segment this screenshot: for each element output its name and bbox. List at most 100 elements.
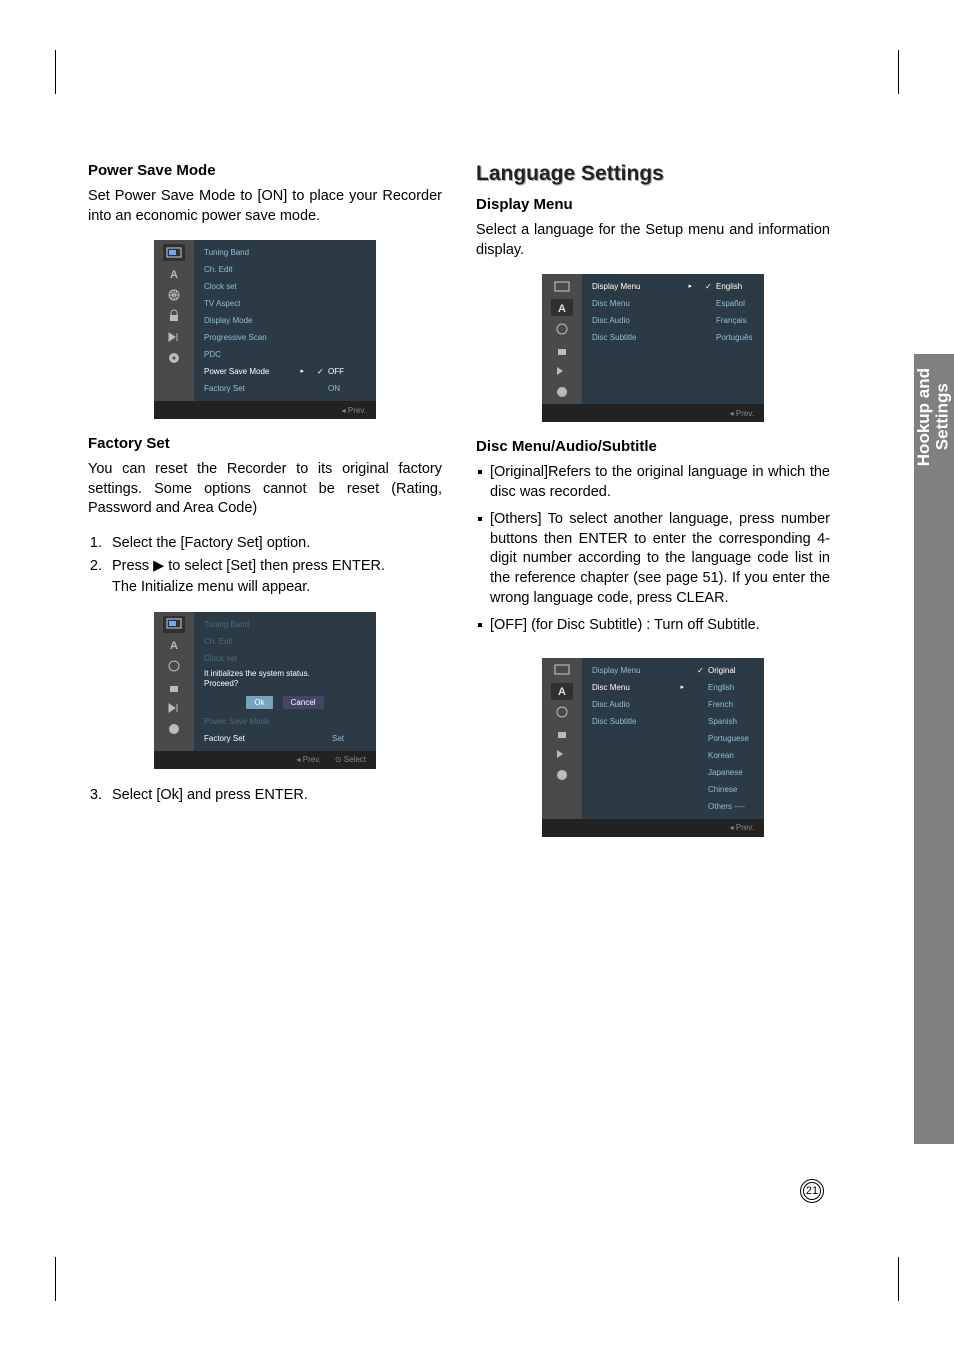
osd-menu-list: Display Menu▸ Disc Menu Disc Audio Disc … xyxy=(582,274,702,404)
svg-text:A: A xyxy=(170,269,178,281)
osd-dim-row: Power Save Mode xyxy=(194,713,376,730)
page-number: 21 xyxy=(803,1182,821,1200)
svg-text:A: A xyxy=(558,686,566,698)
disc-menu-bullets: [Original]Refers to the original languag… xyxy=(476,463,830,636)
disc-icon xyxy=(163,721,185,738)
letter-a-icon: A xyxy=(163,637,185,654)
heading-language-settings: Language Settings xyxy=(476,162,830,186)
osd-row: Tuning Band xyxy=(194,244,314,261)
heading-display-menu: Display Menu xyxy=(476,196,830,213)
bullet-original: [Original]Refers to the original languag… xyxy=(476,463,830,502)
letter-a-icon: A xyxy=(551,683,573,700)
osd-footer-select: Select xyxy=(335,755,366,764)
lock-icon xyxy=(163,307,185,324)
osd-row: PDC xyxy=(194,346,314,363)
osd-dim-row: Tuning Band xyxy=(194,616,376,633)
chapter-icon xyxy=(163,328,185,345)
heading-disc-menu-audio-sub: Disc Menu/Audio/Subtitle xyxy=(476,438,830,455)
para-power-save: Set Power Save Mode to [ON] to place you… xyxy=(88,187,442,226)
ok-button: Ok xyxy=(246,696,272,709)
osd-value: Português xyxy=(702,329,764,346)
para-display-menu: Select a language for the Setup menu and… xyxy=(476,221,830,260)
osd-row-label: Display Menu xyxy=(592,280,640,293)
osd-row-label: Power Save Mode xyxy=(204,365,269,378)
chapter-icon xyxy=(163,700,185,717)
osd-row-selected: Disc Menu▸ xyxy=(582,679,694,696)
osd-row: Disc Subtitle xyxy=(582,713,694,730)
heading-factory-set: Factory Set xyxy=(88,435,442,452)
manual-page: Power Save Mode Set Power Save Mode to [… xyxy=(0,0,954,1351)
svg-text:A: A xyxy=(558,303,566,315)
osd-row: TV Aspect xyxy=(194,295,314,312)
disc-icon xyxy=(551,767,573,784)
osd-row: Display Mode xyxy=(194,312,314,329)
cancel-button: Cancel xyxy=(283,696,324,709)
osd-value-list: English Español Français Português xyxy=(702,274,764,404)
letter-a-icon: A xyxy=(551,299,573,316)
lock-icon xyxy=(163,679,185,696)
factory-steps: Select the [Factory Set] option. Press ▶… xyxy=(106,533,442,598)
osd-menu-list: Display Menu Disc Menu▸ Disc Audio Disc … xyxy=(582,658,694,819)
osd-dim-row: Clock set xyxy=(194,650,376,667)
set-button: Set xyxy=(322,730,372,747)
osd-footer: Prev. xyxy=(542,404,764,422)
osd-value: Korean xyxy=(694,747,764,764)
osd-value: Spanish xyxy=(694,713,764,730)
osd-row: Disc Menu xyxy=(582,295,702,312)
osd-value: Japanese xyxy=(694,764,764,781)
crop-mark xyxy=(55,50,56,94)
osd-value-list: Original English French Spanish Portugue… xyxy=(694,658,764,819)
step-3: Select [Ok] and press ENTER. xyxy=(106,785,442,806)
osd-row: Clock set xyxy=(194,278,314,295)
osd-row-selected: Power Save Mode▸ xyxy=(194,363,314,380)
osd-value: Portuguese xyxy=(694,730,764,747)
osd-factory-dialog-screenshot: A Tuning Band Ch. Edit Clock set It init… xyxy=(154,612,376,769)
chapter-icon xyxy=(551,746,573,763)
osd-display-menu-screenshot: A Display Menu▸ Disc Menu Disc Audio Dis… xyxy=(542,274,764,422)
osd-value-off: OFF xyxy=(314,363,376,380)
disc-icon xyxy=(163,349,185,366)
osd-value: English xyxy=(694,679,764,696)
lock-icon xyxy=(551,341,573,358)
step-2b-text: The Initialize menu will appear. xyxy=(112,579,310,595)
tv-icon xyxy=(551,278,573,295)
osd-icon-column: A xyxy=(542,274,582,404)
osd-row: Display Menu xyxy=(582,662,694,679)
osd-dim-row: Ch. Edit xyxy=(194,633,376,650)
factory-steps-cont: Select [Ok] and press ENTER. xyxy=(106,785,442,806)
osd-disc-menu-screenshot: A Display Menu Disc Menu▸ Disc Audio Dis… xyxy=(542,658,764,837)
step-2-text: Press ▶ to select [Set] then press ENTER… xyxy=(112,558,385,574)
crop-mark xyxy=(55,1257,56,1301)
para-factory-set: You can reset the Recorder to its origin… xyxy=(88,460,442,519)
step-1: Select the [Factory Set] option. xyxy=(106,533,442,554)
left-column: Power Save Mode Set Power Save Mode to [… xyxy=(88,162,442,853)
osd-value: English xyxy=(702,278,764,295)
bullet-others: [Others] To select another language, pre… xyxy=(476,510,830,608)
osd-footer-prev: Prev. xyxy=(297,755,321,764)
lock-icon xyxy=(551,725,573,742)
globe-icon xyxy=(551,320,573,337)
osd-footer-prev: Prev. xyxy=(730,823,754,832)
chevron-right-icon: ▸ xyxy=(688,280,692,293)
heading-power-save: Power Save Mode xyxy=(88,162,442,179)
osd-row-selected: Factory Set xyxy=(194,730,322,747)
svg-text:A: A xyxy=(170,640,178,652)
right-column: Language Settings Display Menu Select a … xyxy=(476,162,830,853)
osd-footer: Prev. xyxy=(542,819,764,837)
osd-row-selected: Display Menu ▸ xyxy=(582,278,702,295)
osd-value: Original xyxy=(694,662,764,679)
content-columns: Power Save Mode Set Power Save Mode to [… xyxy=(88,162,830,853)
osd-value: Español xyxy=(702,295,764,312)
tv-icon xyxy=(551,662,573,679)
chapter-icon xyxy=(551,362,573,379)
osd-row-label: Disc Menu xyxy=(592,681,630,694)
bullet-off: [OFF] (for Disc Subtitle) : Turn off Sub… xyxy=(476,616,830,636)
step-2: Press ▶ to select [Set] then press ENTER… xyxy=(106,556,442,598)
page-number-badge: 21 xyxy=(800,1179,824,1203)
letter-a-icon: A xyxy=(163,265,185,282)
osd-row: Factory Set xyxy=(194,380,314,397)
osd-footer: Prev. xyxy=(154,401,376,419)
crop-mark xyxy=(898,50,899,94)
globe-icon xyxy=(163,286,185,303)
osd-menu-list: Tuning Band Ch. Edit Clock set TV Aspect… xyxy=(194,240,314,401)
